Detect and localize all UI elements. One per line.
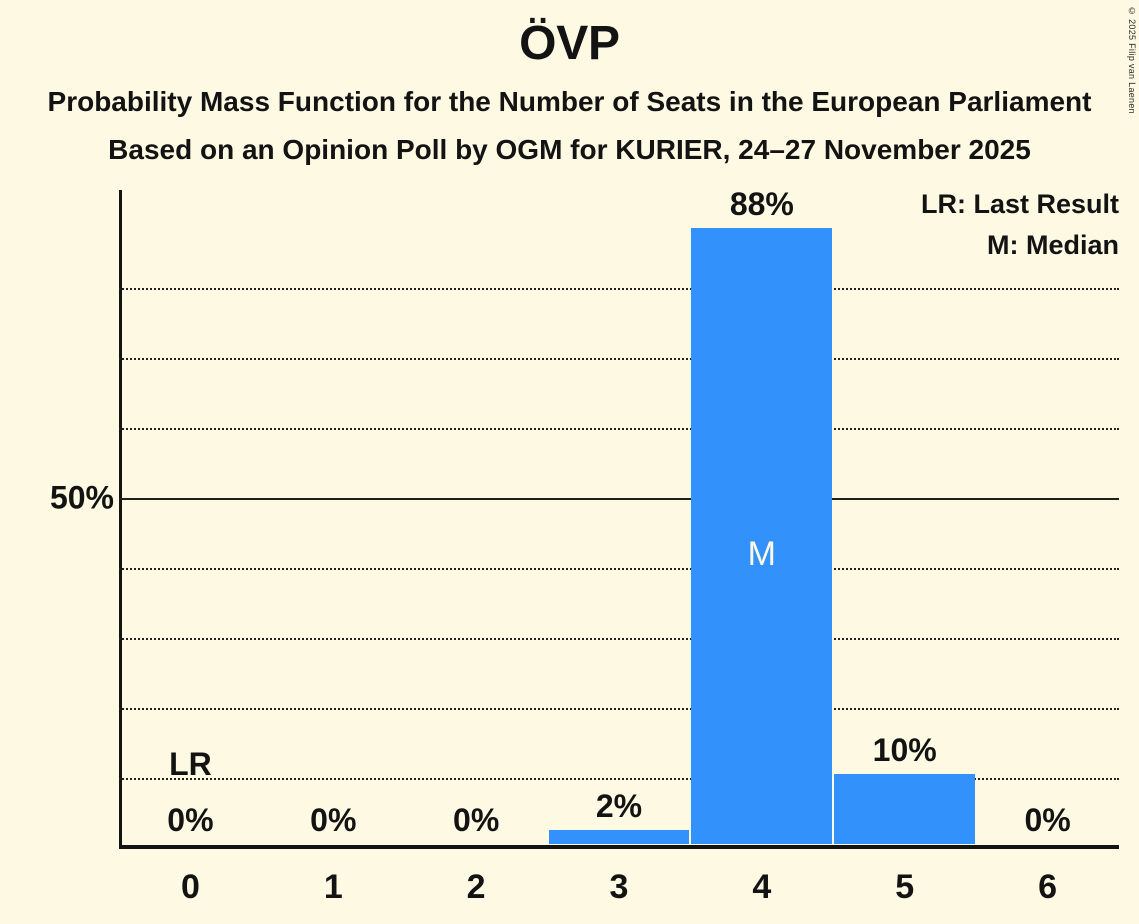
x-tick-label: 6 [1038, 868, 1058, 906]
gridline-major [119, 498, 1119, 500]
page-title: ÖVP [519, 17, 620, 70]
gridline-minor [119, 638, 1119, 640]
copyright-notice: © 2025 Filip van Laenen [1127, 6, 1137, 114]
bar-value-label: 0% [310, 802, 357, 838]
bar-value-label: 0% [167, 802, 214, 838]
y-axis-line [119, 190, 122, 848]
legend-item-last-result: LR: Last Result [920, 189, 1119, 219]
x-tick-label: 0 [180, 868, 200, 906]
legend-item-median: M: Median [987, 230, 1119, 260]
bar [548, 830, 690, 844]
gridline-minor [119, 428, 1119, 430]
x-tick-label: 5 [895, 868, 915, 906]
bar-value-label: 10% [872, 732, 937, 768]
bar-value-label: 0% [453, 802, 500, 838]
gridline-minor [119, 358, 1119, 360]
chart-subtitle-source: Based on an Opinion Poll by OGM for KURI… [108, 134, 1031, 165]
gridline-minor [119, 708, 1119, 710]
bar-value-label: 2% [595, 788, 643, 824]
bar [834, 774, 976, 844]
bar-value-label: 0% [1024, 802, 1071, 838]
x-tick-label: 3 [609, 868, 629, 906]
bar: M [691, 228, 833, 844]
x-axis-line [119, 845, 1119, 849]
chart-legend: LR: Last Result M: Median [921, 184, 1119, 266]
chart-subtitle-primary: Probability Mass Function for the Number… [47, 86, 1092, 117]
last-result-marker: LR [169, 746, 212, 782]
x-tick-label: 4 [752, 868, 772, 906]
x-tick-label: 1 [323, 868, 343, 906]
bar-value-label: 88% [729, 186, 794, 222]
x-tick-label: 2 [466, 868, 486, 906]
plot-area: M [119, 190, 1119, 849]
gridline-minor [119, 778, 1119, 780]
gridline-minor [119, 288, 1119, 290]
median-marker: M [747, 535, 776, 573]
y-tick-label: 50% [49, 479, 114, 516]
gridline-minor [119, 568, 1119, 570]
